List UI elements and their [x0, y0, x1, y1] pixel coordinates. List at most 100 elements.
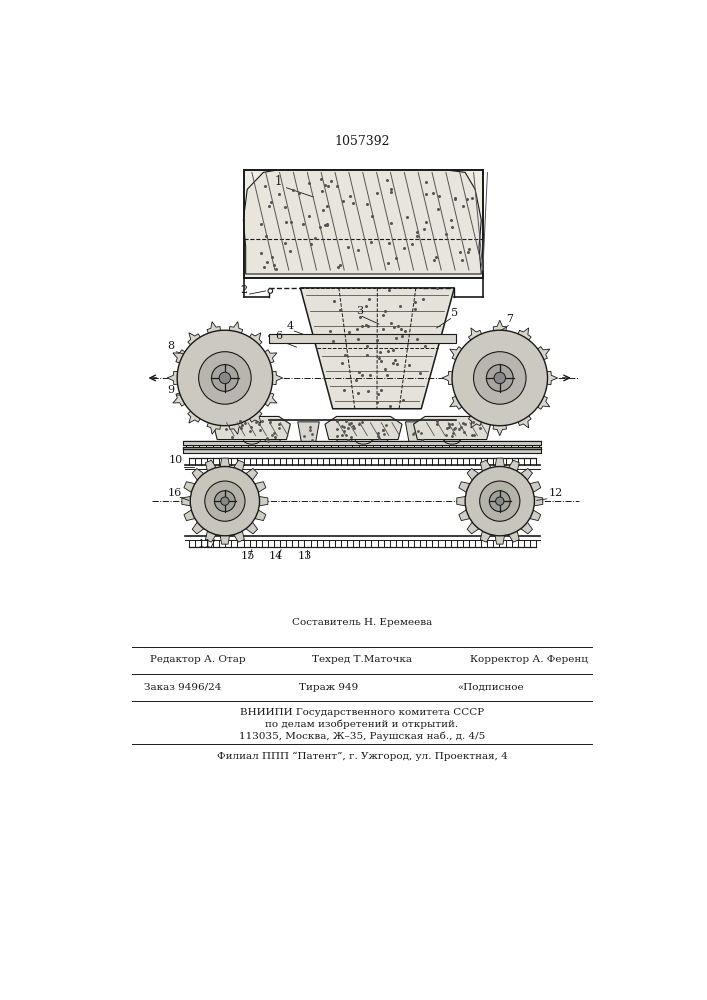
Circle shape	[214, 491, 235, 512]
Polygon shape	[528, 482, 541, 493]
Polygon shape	[450, 347, 464, 361]
Polygon shape	[457, 496, 467, 506]
Text: 2: 2	[240, 285, 247, 295]
Polygon shape	[469, 414, 482, 428]
Polygon shape	[245, 521, 257, 534]
Polygon shape	[192, 468, 205, 481]
Circle shape	[219, 372, 230, 384]
Polygon shape	[253, 482, 266, 493]
Polygon shape	[173, 350, 187, 364]
Polygon shape	[520, 468, 532, 481]
Text: 7: 7	[506, 314, 513, 324]
Polygon shape	[469, 328, 482, 342]
Polygon shape	[229, 322, 243, 335]
Polygon shape	[518, 414, 531, 428]
Polygon shape	[262, 422, 284, 443]
Polygon shape	[263, 392, 277, 406]
Polygon shape	[243, 170, 481, 274]
Text: 3: 3	[356, 306, 363, 316]
Polygon shape	[257, 496, 268, 506]
Polygon shape	[370, 422, 391, 443]
Polygon shape	[173, 392, 187, 406]
Text: 10: 10	[169, 455, 183, 465]
Text: 8: 8	[167, 341, 174, 351]
Polygon shape	[480, 460, 492, 473]
Text: Заказ 9496/24: Заказ 9496/24	[144, 683, 221, 692]
Polygon shape	[245, 468, 257, 481]
Polygon shape	[184, 509, 197, 521]
Polygon shape	[207, 421, 221, 434]
Polygon shape	[229, 421, 243, 434]
Text: 6: 6	[275, 331, 282, 341]
Circle shape	[199, 352, 251, 404]
Text: ВНИИПИ Государственного комитета СССР: ВНИИПИ Государственного комитета СССР	[240, 708, 484, 717]
Circle shape	[268, 289, 273, 293]
Text: 5: 5	[450, 308, 457, 318]
Polygon shape	[508, 460, 519, 473]
Text: Редактор А. Отар: Редактор А. Отар	[150, 655, 246, 664]
Circle shape	[221, 497, 229, 505]
Polygon shape	[192, 521, 205, 534]
Polygon shape	[545, 371, 558, 385]
Polygon shape	[270, 371, 283, 385]
Text: Филиал ППП “Патент”, г. Ужгород, ул. Проектная, 4: Филиал ППП “Патент”, г. Ужгород, ул. Про…	[216, 752, 508, 761]
Text: Тираж 949: Тираж 949	[299, 683, 358, 692]
Polygon shape	[167, 371, 180, 385]
Circle shape	[489, 491, 510, 512]
Polygon shape	[459, 482, 472, 493]
Polygon shape	[480, 530, 492, 542]
Polygon shape	[206, 530, 217, 542]
Polygon shape	[188, 333, 201, 346]
Polygon shape	[508, 530, 519, 542]
Polygon shape	[214, 416, 291, 440]
Polygon shape	[220, 534, 230, 544]
Polygon shape	[248, 409, 262, 423]
Polygon shape	[263, 350, 277, 364]
Bar	[183, 441, 542, 445]
Polygon shape	[536, 347, 550, 361]
Text: «Подписное: «Подписное	[457, 683, 524, 692]
Polygon shape	[253, 509, 266, 521]
Text: 14: 14	[269, 551, 283, 561]
Polygon shape	[459, 509, 472, 521]
Polygon shape	[220, 458, 230, 468]
Text: 9: 9	[167, 385, 174, 395]
Polygon shape	[206, 460, 217, 473]
Polygon shape	[248, 333, 262, 346]
Polygon shape	[518, 328, 531, 342]
Polygon shape	[300, 288, 455, 409]
Text: Корректор А. Ференц: Корректор А. Ференц	[470, 655, 588, 664]
Circle shape	[211, 365, 238, 391]
Circle shape	[486, 365, 513, 391]
Polygon shape	[414, 416, 491, 440]
Polygon shape	[233, 460, 245, 473]
Text: 113035, Москва, Ж–35, Раушская наб., д. 4/5: 113035, Москва, Ж–35, Раушская наб., д. …	[239, 731, 485, 741]
Text: 1: 1	[275, 175, 282, 188]
Polygon shape	[182, 496, 192, 506]
Polygon shape	[325, 416, 402, 440]
Circle shape	[177, 330, 273, 426]
Text: 16: 16	[167, 488, 182, 498]
Polygon shape	[442, 371, 455, 385]
Polygon shape	[467, 468, 480, 481]
Text: 13: 13	[298, 551, 312, 561]
Polygon shape	[298, 422, 320, 443]
Circle shape	[479, 481, 520, 521]
Polygon shape	[495, 458, 505, 468]
Text: 15: 15	[240, 551, 255, 561]
Polygon shape	[495, 534, 505, 544]
Polygon shape	[334, 422, 355, 443]
Polygon shape	[405, 422, 427, 443]
Circle shape	[474, 352, 526, 404]
Circle shape	[494, 372, 506, 384]
Text: 12: 12	[549, 488, 563, 498]
Circle shape	[205, 481, 245, 521]
Polygon shape	[188, 409, 201, 423]
Polygon shape	[536, 395, 550, 409]
Polygon shape	[532, 496, 543, 506]
Polygon shape	[467, 521, 480, 534]
Polygon shape	[493, 423, 506, 436]
Circle shape	[465, 466, 534, 536]
Bar	[183, 447, 542, 453]
Polygon shape	[207, 322, 221, 335]
